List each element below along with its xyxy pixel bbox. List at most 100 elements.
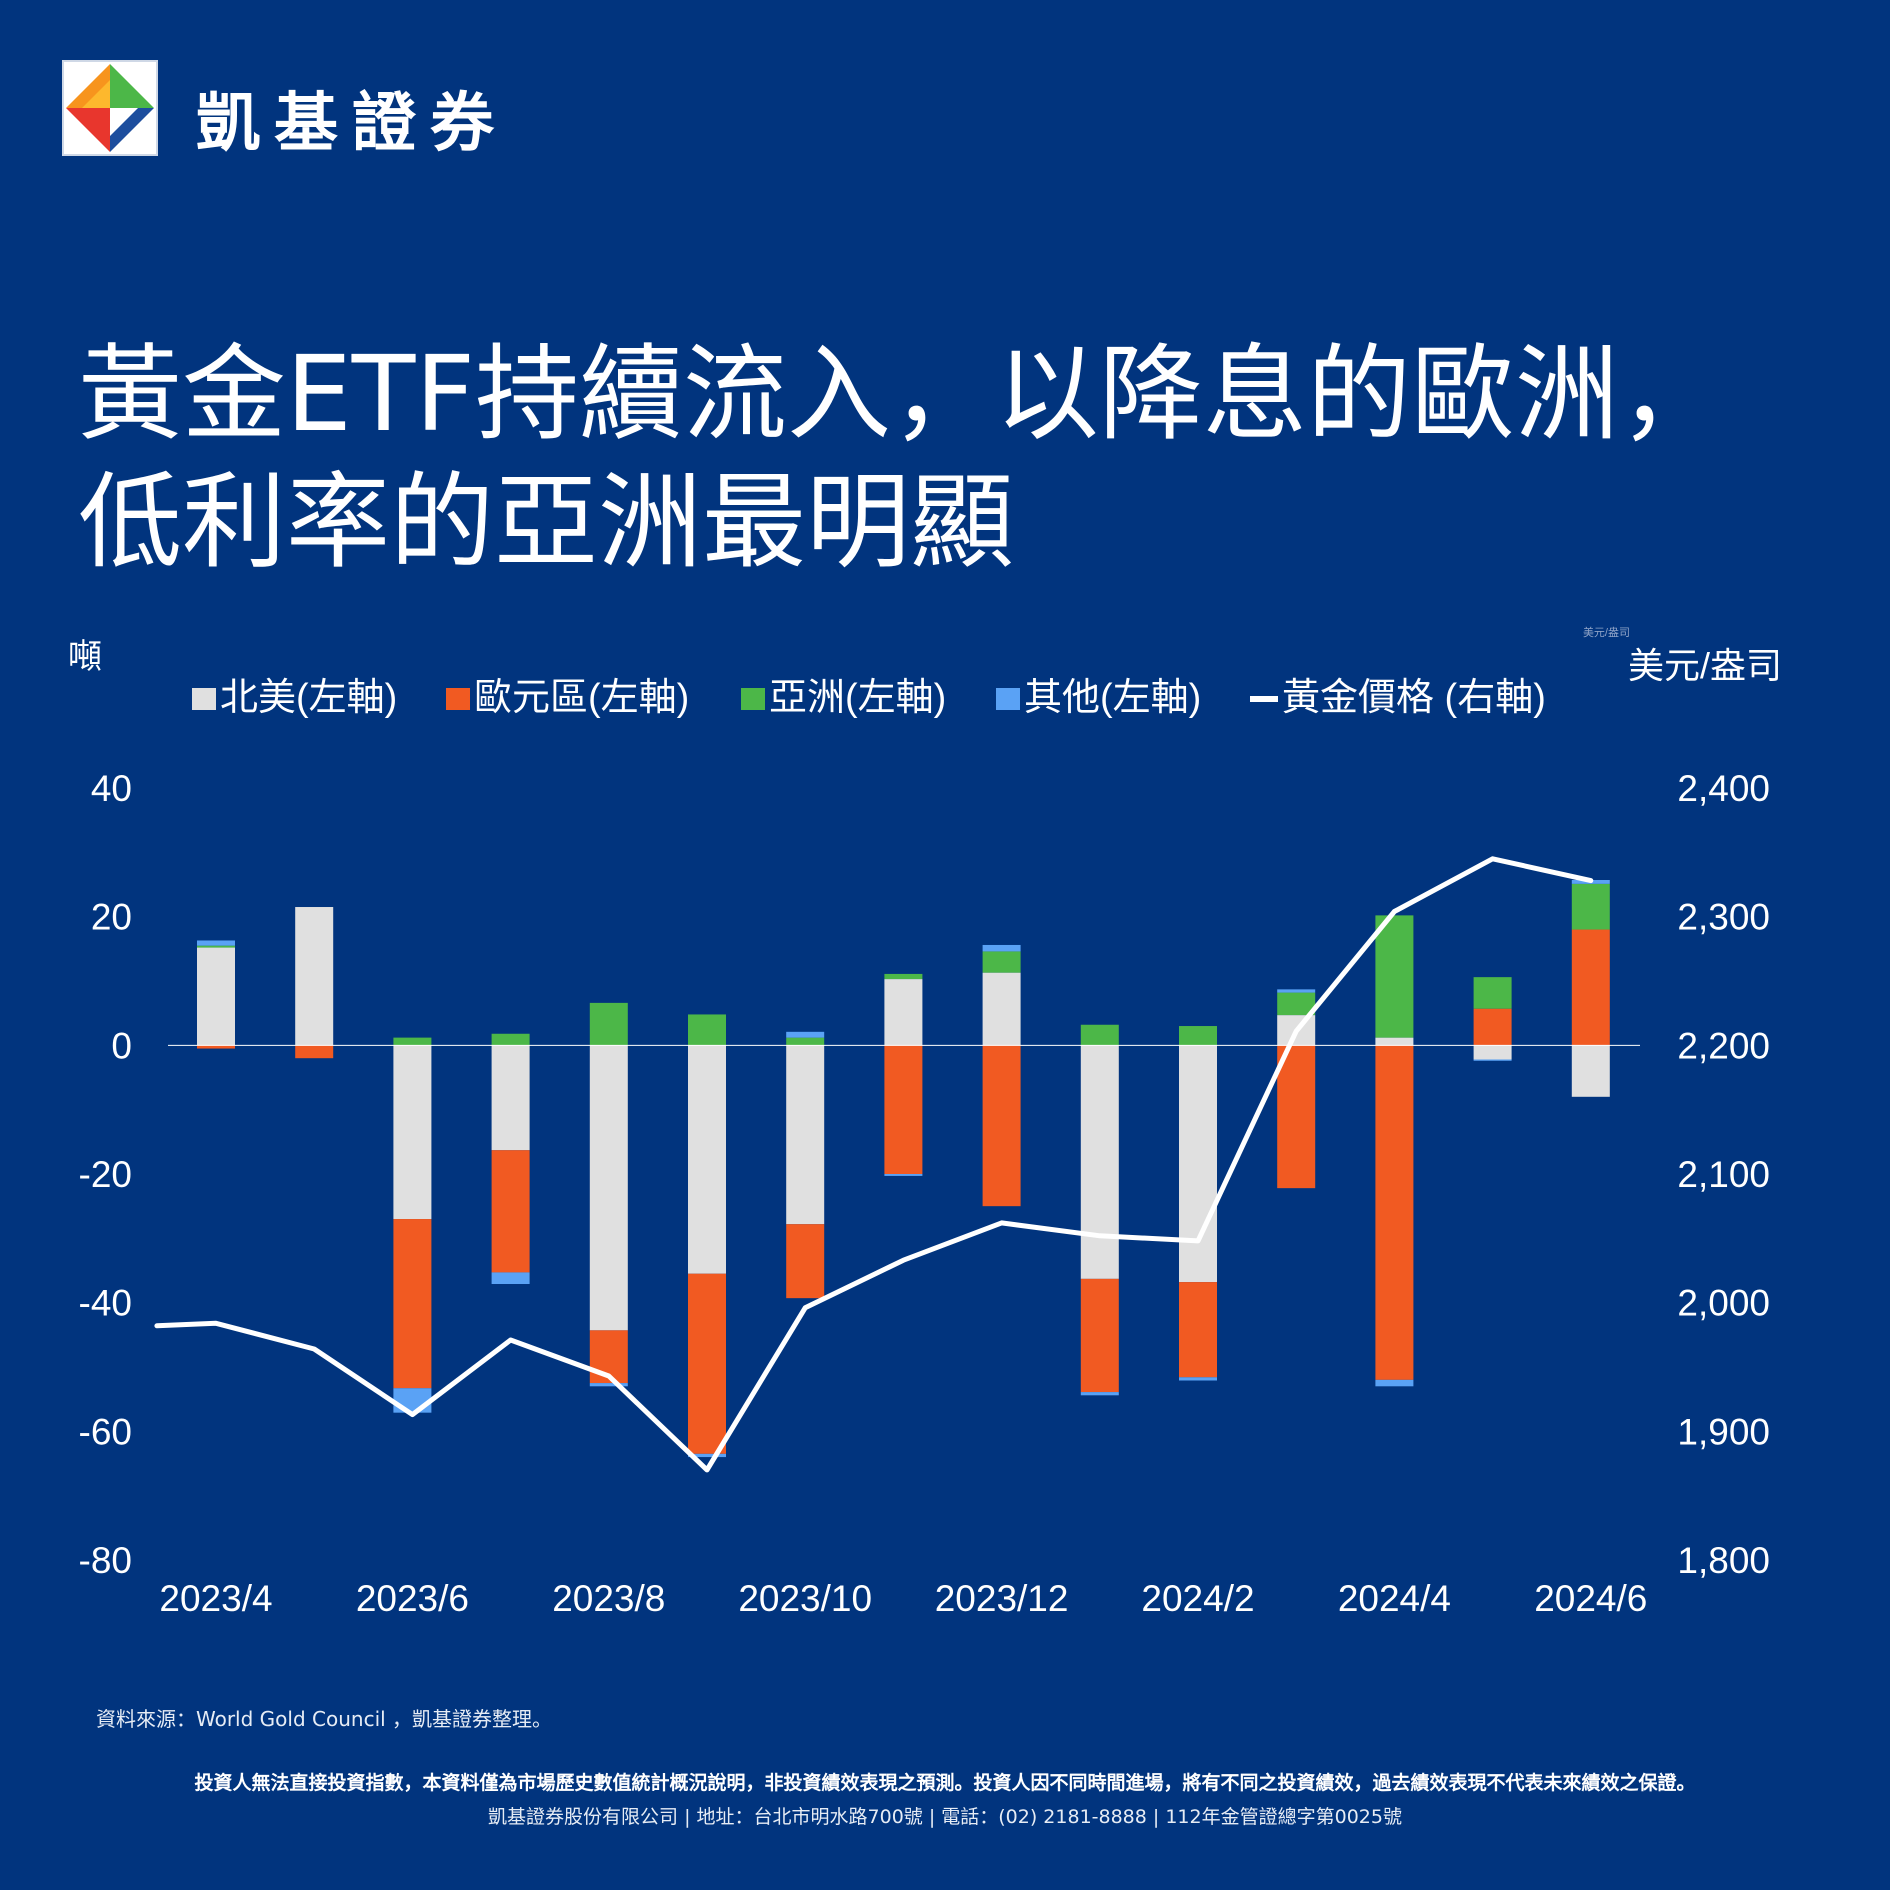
bar-segment-s4-2023/11 — [884, 1174, 923, 1176]
company-info: 凱基證券股份有限公司 | 地址：台北市明水路700號 | 電話：(02) 218… — [488, 1806, 1402, 1828]
bar-segment-s2-2024/2 — [1179, 1282, 1217, 1378]
bar-segment-s2-2024/1 — [1080, 1278, 1119, 1393]
bar-segment-s1-2024/1 — [1080, 1045, 1119, 1279]
right-tick-label: 1,800 — [1677, 1540, 1770, 1581]
left-tick-label: 20 — [91, 897, 132, 938]
bar-segment-s2-2023/5 — [295, 1045, 334, 1059]
page-title: 黃金ETF持續流入，以降息的歐洲， 低利率的亞洲最明顯 — [78, 330, 1858, 586]
left-axis-label: 噸 — [68, 638, 102, 676]
bar-segment-s2-2024/6 — [1571, 929, 1610, 1046]
bar-segment-s4-2023/6 — [393, 1388, 432, 1413]
bar-segment-s4-2024/5 — [1473, 1059, 1512, 1061]
legend-swatch-4 — [996, 688, 1020, 710]
disclaimer: 投資人無法直接投資指數，本資料僅為市場歷史數值統計概況說明，非投資績效表現之預測… — [194, 1772, 1696, 1794]
bar-segment-s3-2023/7 — [491, 1033, 530, 1046]
bar-segment-s4-2023/12 — [982, 944, 1021, 952]
right-tick-label: 2,000 — [1677, 1283, 1770, 1324]
bar-segment-s4-2023/7 — [491, 1272, 530, 1285]
legend-swatch-3 — [741, 688, 765, 710]
bar-segment-s2-2023/7 — [491, 1150, 530, 1273]
bar-segment-s4-2024/2 — [1179, 1377, 1217, 1381]
x-tick-label: 2023/4 — [159, 1578, 272, 1619]
legend-swatch-1 — [192, 688, 216, 710]
gold-etf-flow-chart: 噸美元/盎司美元/盎司 北美(左軸) 歐元區(左軸) 亞洲(左軸) 其他(左軸) 黃金價… — [68, 625, 1782, 1619]
left-tick-label: -80 — [79, 1540, 132, 1581]
bar-segment-s3-2024/1 — [1080, 1024, 1119, 1046]
bar-segment-s4-2023/4 — [197, 940, 235, 946]
bar-segment-s1-2023/9 — [688, 1045, 726, 1274]
bar-segment-s3-2023/8 — [589, 1002, 628, 1046]
bar-segment-s1-2024/5 — [1473, 1045, 1512, 1060]
bar-segment-s2-2023/6 — [393, 1219, 432, 1389]
bar-segment-s2-2023/10 — [786, 1224, 825, 1299]
bar-segment-s3-2023/11 — [884, 973, 923, 980]
right-tick-label: 1,900 — [1677, 1411, 1770, 1452]
bar-segment-s1-2024/2 — [1179, 1045, 1217, 1283]
bar-segment-s2-2023/9 — [688, 1273, 726, 1454]
bar-segment-s3-2024/2 — [1179, 1026, 1217, 1046]
legend-swatch-2 — [446, 688, 470, 710]
right-tick-label: 2,300 — [1677, 897, 1770, 938]
title-line-2: 低利率的亞洲最明顯 — [78, 461, 1015, 583]
bar-segment-s4-2024/3 — [1277, 989, 1316, 993]
right-axis-label-small: 美元/盎司 — [1583, 625, 1630, 639]
bar-segment-s4-2024/1 — [1080, 1392, 1119, 1396]
brand-name: 凱基證券 — [196, 87, 508, 161]
bar-segment-s3-2023/10 — [786, 1037, 825, 1046]
right-tick-label: 2,200 — [1677, 1025, 1770, 1066]
x-tick-label: 2023/6 — [356, 1578, 469, 1619]
bar-segment-s3-2024/4 — [1375, 915, 1414, 1038]
bar-segment-s3-2024/6 — [1571, 883, 1610, 930]
left-tick-label: -60 — [79, 1411, 132, 1452]
legend-label-line: 黃金價格 (右軸) — [1282, 677, 1546, 719]
bar-segment-s4-2023/9 — [688, 1453, 726, 1458]
bar-segment-s1-2023/6 — [393, 1045, 432, 1220]
x-tick-label: 2023/8 — [552, 1578, 665, 1619]
bar-segment-s1-2023/5 — [295, 907, 334, 1046]
x-tick-label: 2024/4 — [1338, 1578, 1451, 1619]
gold-price-line — [154, 856, 1594, 1473]
bar-segment-s3-2024/5 — [1473, 977, 1512, 1009]
left-tick-label: 40 — [91, 768, 132, 809]
bar-segment-s1-2023/11 — [884, 979, 923, 1046]
bar-segment-s3-2024/3 — [1277, 992, 1316, 1016]
legend-label-3: 亞洲(左軸) — [769, 677, 946, 719]
right-tick-label: 2,100 — [1677, 1154, 1770, 1195]
x-tick-label: 2023/10 — [738, 1578, 872, 1619]
bar-segment-s4-2024/4 — [1375, 1379, 1414, 1387]
legend-swatch-line — [1250, 696, 1278, 702]
bar-segment-s1-2023/10 — [786, 1045, 825, 1225]
bar-segment-s1-2023/7 — [491, 1045, 530, 1151]
bar-segment-s2-2024/5 — [1473, 1008, 1512, 1046]
bar-segment-s1-2023/8 — [589, 1045, 628, 1331]
bar-segment-s1-2023/12 — [982, 972, 1021, 1046]
title-line-1: 黃金ETF持續流入，以降息的歐洲， — [78, 333, 1724, 455]
bar-segment-s1-2024/6 — [1571, 1045, 1610, 1097]
bar-segment-s3-2023/9 — [688, 1014, 726, 1046]
legend-label-4: 其他(左軸) — [1024, 677, 1201, 719]
x-tick-label: 2023/12 — [935, 1578, 1069, 1619]
right-tick-label: 2,400 — [1677, 768, 1770, 809]
left-tick-label: -40 — [79, 1283, 132, 1324]
bar-segment-s2-2023/12 — [982, 1045, 1021, 1207]
left-tick-label: -20 — [79, 1154, 132, 1195]
right-axis-label: 美元/盎司 — [1628, 645, 1782, 686]
bar-segment-s1-2023/4 — [197, 947, 235, 1046]
bar-segment-s2-2023/11 — [884, 1045, 923, 1174]
legend-label-1: 北美(左軸) — [220, 677, 397, 719]
bar-segment-s3-2023/6 — [393, 1037, 432, 1046]
left-tick-label: 0 — [111, 1025, 132, 1066]
x-tick-label: 2024/2 — [1141, 1578, 1254, 1619]
brand-logo — [62, 60, 158, 156]
legend-label-2: 歐元區(左軸) — [474, 677, 689, 719]
bar-segment-s2-2024/3 — [1277, 1045, 1316, 1189]
bar-segment-s4-2023/10 — [786, 1031, 825, 1038]
bar-segment-s3-2023/12 — [982, 951, 1021, 973]
x-tick-label: 2024/6 — [1534, 1578, 1647, 1619]
source-note: 資料來源：World Gold Council ，凱基證券整理。 — [96, 1707, 553, 1731]
bar-segment-s2-2023/4 — [197, 1045, 235, 1049]
bar-segment-s3-2023/4 — [197, 945, 235, 948]
bar-segment-s2-2024/4 — [1375, 1045, 1414, 1380]
bar-segment-s1-2024/4 — [1375, 1037, 1414, 1046]
bar-segment-s4-2023/8 — [589, 1383, 628, 1387]
